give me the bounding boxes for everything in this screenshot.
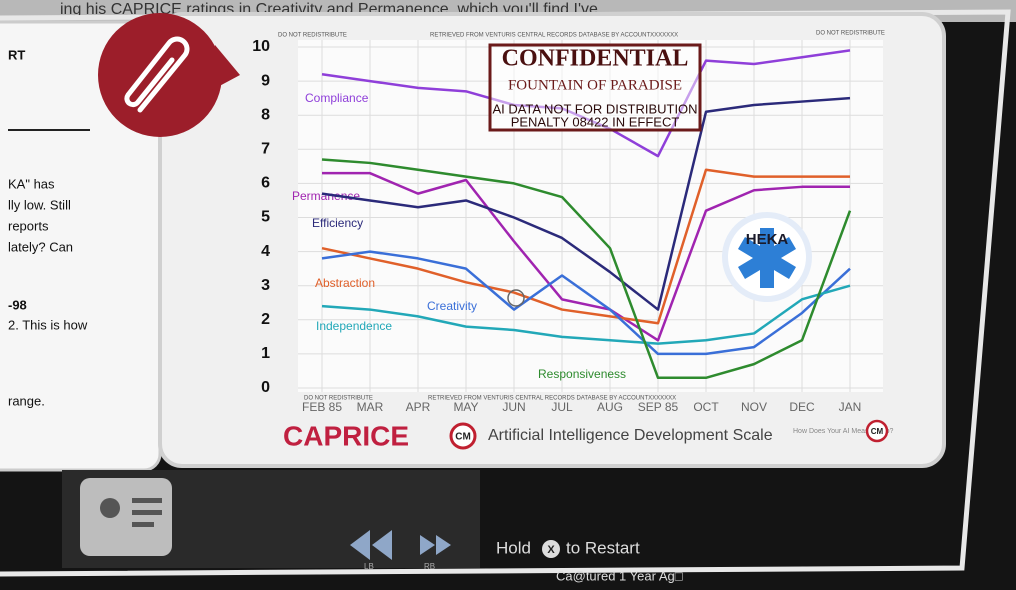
left-text: reports: [8, 218, 49, 233]
y-tick-label: 4: [261, 243, 270, 260]
series-label: Independence: [316, 319, 392, 333]
y-tick-label: 5: [261, 209, 270, 226]
x-button-label: X: [547, 544, 555, 556]
x-tick-label: MAR: [357, 400, 384, 414]
x-tick-label: DEC: [789, 400, 815, 414]
control-label: LB: [364, 562, 374, 571]
series-label: Abstraction: [315, 276, 375, 290]
logo-text: HEKA: [746, 231, 789, 248]
x-tick-label: JUL: [551, 400, 573, 414]
x-tick-label: JUN: [502, 400, 525, 414]
note: RETRIEVED FROM VENTURIS CENTRAL RECORDS …: [428, 396, 676, 402]
x-tick-label: AUG: [597, 400, 623, 414]
stamp: CONFIDENTIAL FOUNTAIN OF PARADISE AI DAT…: [490, 45, 700, 130]
stamp-title: CONFIDENTIAL: [502, 46, 689, 72]
left-text: range.: [8, 393, 45, 408]
hold-text: Hold: [496, 538, 531, 557]
footer-scale: Artificial Intelligence Development Scal…: [488, 427, 773, 444]
y-tick-label: 10: [252, 38, 270, 55]
captured-text: Ca@tured 1 Year Ag□: [556, 568, 683, 583]
restart-text: to Restart: [566, 538, 640, 557]
left-text: -98: [8, 297, 27, 312]
control-label: RB: [424, 562, 435, 571]
id-card-line: [132, 522, 154, 527]
y-tick-label: 2: [261, 311, 270, 328]
note: DO NOT REDISTRIBUTE: [304, 396, 373, 402]
page: ing his CAPRICE ratings in Creativity an…: [0, 0, 1016, 590]
stamp-line: PENALTY 08422 IN EFFECT: [511, 114, 680, 129]
left-text: KA" has: [8, 176, 55, 191]
series-label: Permanence: [292, 189, 360, 203]
y-tick-label: 9: [261, 72, 270, 89]
left-text: lately? Can: [8, 239, 73, 254]
screen: ing his CAPRICE ratings in Creativity an…: [0, 0, 1016, 590]
x-tick-label: JAN: [839, 400, 862, 414]
y-tick-label: 6: [261, 175, 270, 192]
y-tick-label: 3: [261, 277, 270, 294]
x-tick-label: MAY: [453, 400, 478, 414]
y-tick-label: 8: [261, 106, 270, 123]
x-tick-label: OCT: [693, 400, 719, 414]
left-text: RT: [8, 47, 25, 62]
id-card-line: [132, 498, 162, 503]
note: RETRIEVED FROM VENTURIS CENTRAL RECORDS …: [430, 33, 678, 39]
id-card-icon: [80, 478, 172, 556]
series-label: Creativity: [427, 299, 477, 313]
y-tick-label: 0: [261, 379, 270, 396]
x-tick-label: NOV: [741, 400, 767, 414]
y-tick-label: 7: [261, 141, 270, 158]
note: DO NOT REDISTRIBUTE: [816, 31, 885, 37]
id-card-face: [100, 498, 120, 518]
series-label: Responsiveness: [538, 367, 626, 381]
series-label: Efficiency: [312, 216, 363, 230]
footer-brand: CAPRICE: [283, 420, 409, 451]
series-label: Compliance: [305, 91, 369, 105]
stamp-subtitle: FOUNTAIN OF PARADISE: [508, 77, 682, 93]
note: DO NOT REDISTRIBUTE: [278, 33, 347, 39]
id-card-line: [132, 510, 162, 515]
y-tick-label: 1: [261, 345, 270, 362]
x-tick-label: FEB 85: [302, 400, 342, 414]
left-text: 2. This is how: [8, 317, 88, 332]
left-text: lly low. Still: [8, 197, 71, 212]
x-tick-label: SEP 85: [638, 400, 679, 414]
x-tick-label: APR: [406, 400, 431, 414]
footer-badge: CM: [871, 427, 884, 436]
footer-badge: CM: [455, 432, 471, 443]
